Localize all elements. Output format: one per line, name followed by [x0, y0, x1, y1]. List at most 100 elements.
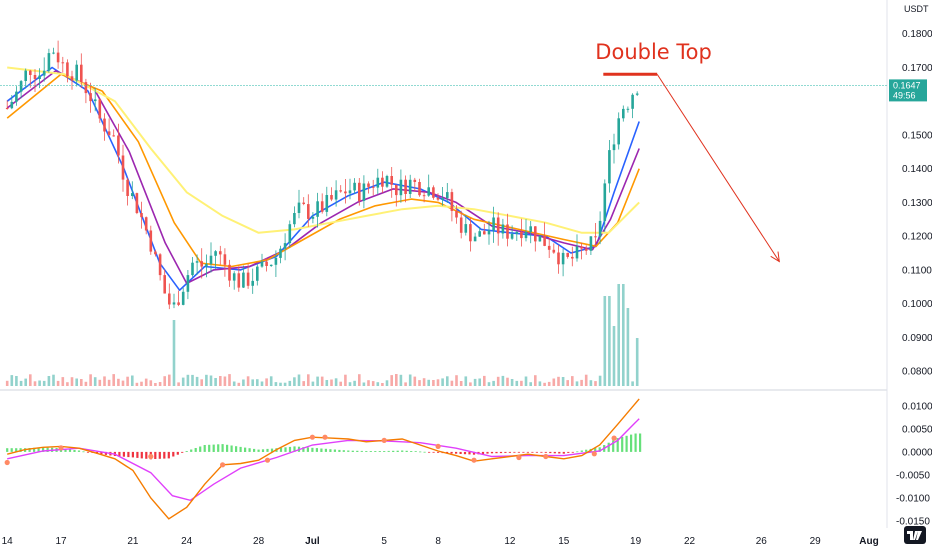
candle-body [473, 236, 477, 242]
candle-body [89, 93, 92, 102]
candlesticks[interactable] [5, 40, 639, 310]
candle-body [107, 131, 111, 136]
candle-body [575, 246, 579, 259]
price-tick-label: 0.1100 [902, 265, 932, 276]
candle-body [47, 53, 51, 71]
price-tick-label: 0.1300 [902, 198, 932, 209]
volume-bar [552, 378, 556, 386]
macd-panel [4, 398, 642, 520]
macd-cross-marker [516, 454, 522, 461]
projection-arrow[interactable] [656, 73, 780, 263]
macd-histogram-bar [73, 450, 76, 452]
candle-body [242, 272, 245, 288]
volume-bar [496, 376, 500, 386]
time-tick-label: Jul [305, 536, 320, 547]
macd-histogram-bar [154, 451, 157, 459]
price-tick-label: 0.1400 [902, 164, 932, 175]
candle-body [131, 193, 134, 196]
volume-bar [515, 380, 519, 386]
macd-histogram-bar [490, 451, 494, 454]
double-top-label: Double Top [595, 40, 712, 64]
volume-bar [459, 381, 463, 386]
volume-bar [473, 378, 477, 386]
candle-body [547, 245, 551, 250]
macd-histogram-bar [562, 451, 565, 454]
volume-bar [626, 308, 630, 386]
volume-bar [385, 380, 389, 386]
candle-body [158, 254, 162, 276]
candle-body [144, 217, 148, 231]
macd-histogram-bar [172, 451, 175, 457]
macd-histogram-bar [369, 451, 372, 452]
time-tick-label: 17 [55, 536, 67, 547]
candle-body [334, 190, 338, 200]
macd-histogram-bar [338, 449, 341, 452]
macd-histogram-bar [410, 451, 413, 452]
macd-histogram-bar [486, 451, 489, 454]
tradingview-logo-icon[interactable] [904, 526, 926, 544]
macd-histogram-bar [428, 451, 431, 453]
candle-body [297, 202, 301, 213]
macd-histogram-bar [315, 448, 318, 452]
price-tick-label: 0.1700 [902, 63, 932, 74]
macd-cross-marker [611, 435, 617, 441]
volume-bar [288, 380, 292, 386]
macd-histogram-bar [306, 447, 309, 452]
candle-body [228, 264, 231, 281]
macd-histogram-bar [68, 449, 72, 452]
macd-histogram-bar [616, 438, 619, 452]
macd-histogram-bar [558, 451, 561, 454]
price-tick-label: 0.0800 [902, 367, 932, 378]
volume-bar [608, 296, 611, 386]
time-tick-label: 8 [435, 536, 441, 547]
macd-histogram-bar [181, 451, 184, 453]
candle-body [135, 193, 139, 213]
time-tick-label: 15 [558, 536, 570, 547]
time-tick-label: 5 [381, 536, 387, 547]
candle-body [5, 108, 9, 109]
volume-bar [283, 382, 287, 386]
macd-histogram-bar [594, 448, 597, 452]
candle-body [93, 99, 97, 102]
candle-body [163, 275, 166, 294]
candle-body [38, 75, 41, 79]
macd-histogram-bar [77, 450, 81, 452]
price-tick-label: 0.0900 [902, 333, 932, 344]
macd-histogram-bar [639, 433, 642, 452]
macd-histogram-bar [235, 446, 238, 452]
candle-body [594, 236, 597, 238]
macd-histogram-bar [145, 451, 148, 459]
macd-histogram-bar [131, 451, 134, 458]
candle-body [399, 179, 403, 196]
price-tick-label: 0.1000 [902, 299, 932, 310]
macd-histogram-bar [270, 448, 274, 452]
volume-bar [56, 380, 60, 386]
candle-body [543, 235, 546, 246]
candle-body [534, 226, 537, 242]
macd-histogram-bar [414, 451, 417, 452]
volume-bar [205, 374, 208, 386]
volume-bar [70, 377, 74, 386]
volume-bar [589, 380, 593, 386]
macd-histogram-bar [630, 434, 633, 452]
candle-body [219, 251, 222, 255]
macd-histogram-bar [329, 449, 332, 452]
macd-histogram-bar [230, 445, 233, 452]
ma-line-1 [6, 66, 640, 291]
volume-bar [117, 378, 120, 386]
candle-body [617, 118, 620, 145]
macd-histogram-bar [612, 440, 615, 452]
macd-histogram-bar [378, 451, 381, 452]
volume-bar [293, 377, 296, 386]
volume-bar [376, 382, 380, 386]
candle-body [325, 195, 329, 212]
projection-arrowhead [770, 251, 780, 263]
macd-histogram-bar [522, 451, 525, 453]
volume-bar [450, 380, 454, 386]
macd-histogram-bar [580, 450, 583, 452]
candle-body [408, 179, 412, 194]
volume-bar [103, 376, 106, 386]
time-tick-label: 21 [127, 536, 139, 547]
candle-body [422, 195, 426, 197]
